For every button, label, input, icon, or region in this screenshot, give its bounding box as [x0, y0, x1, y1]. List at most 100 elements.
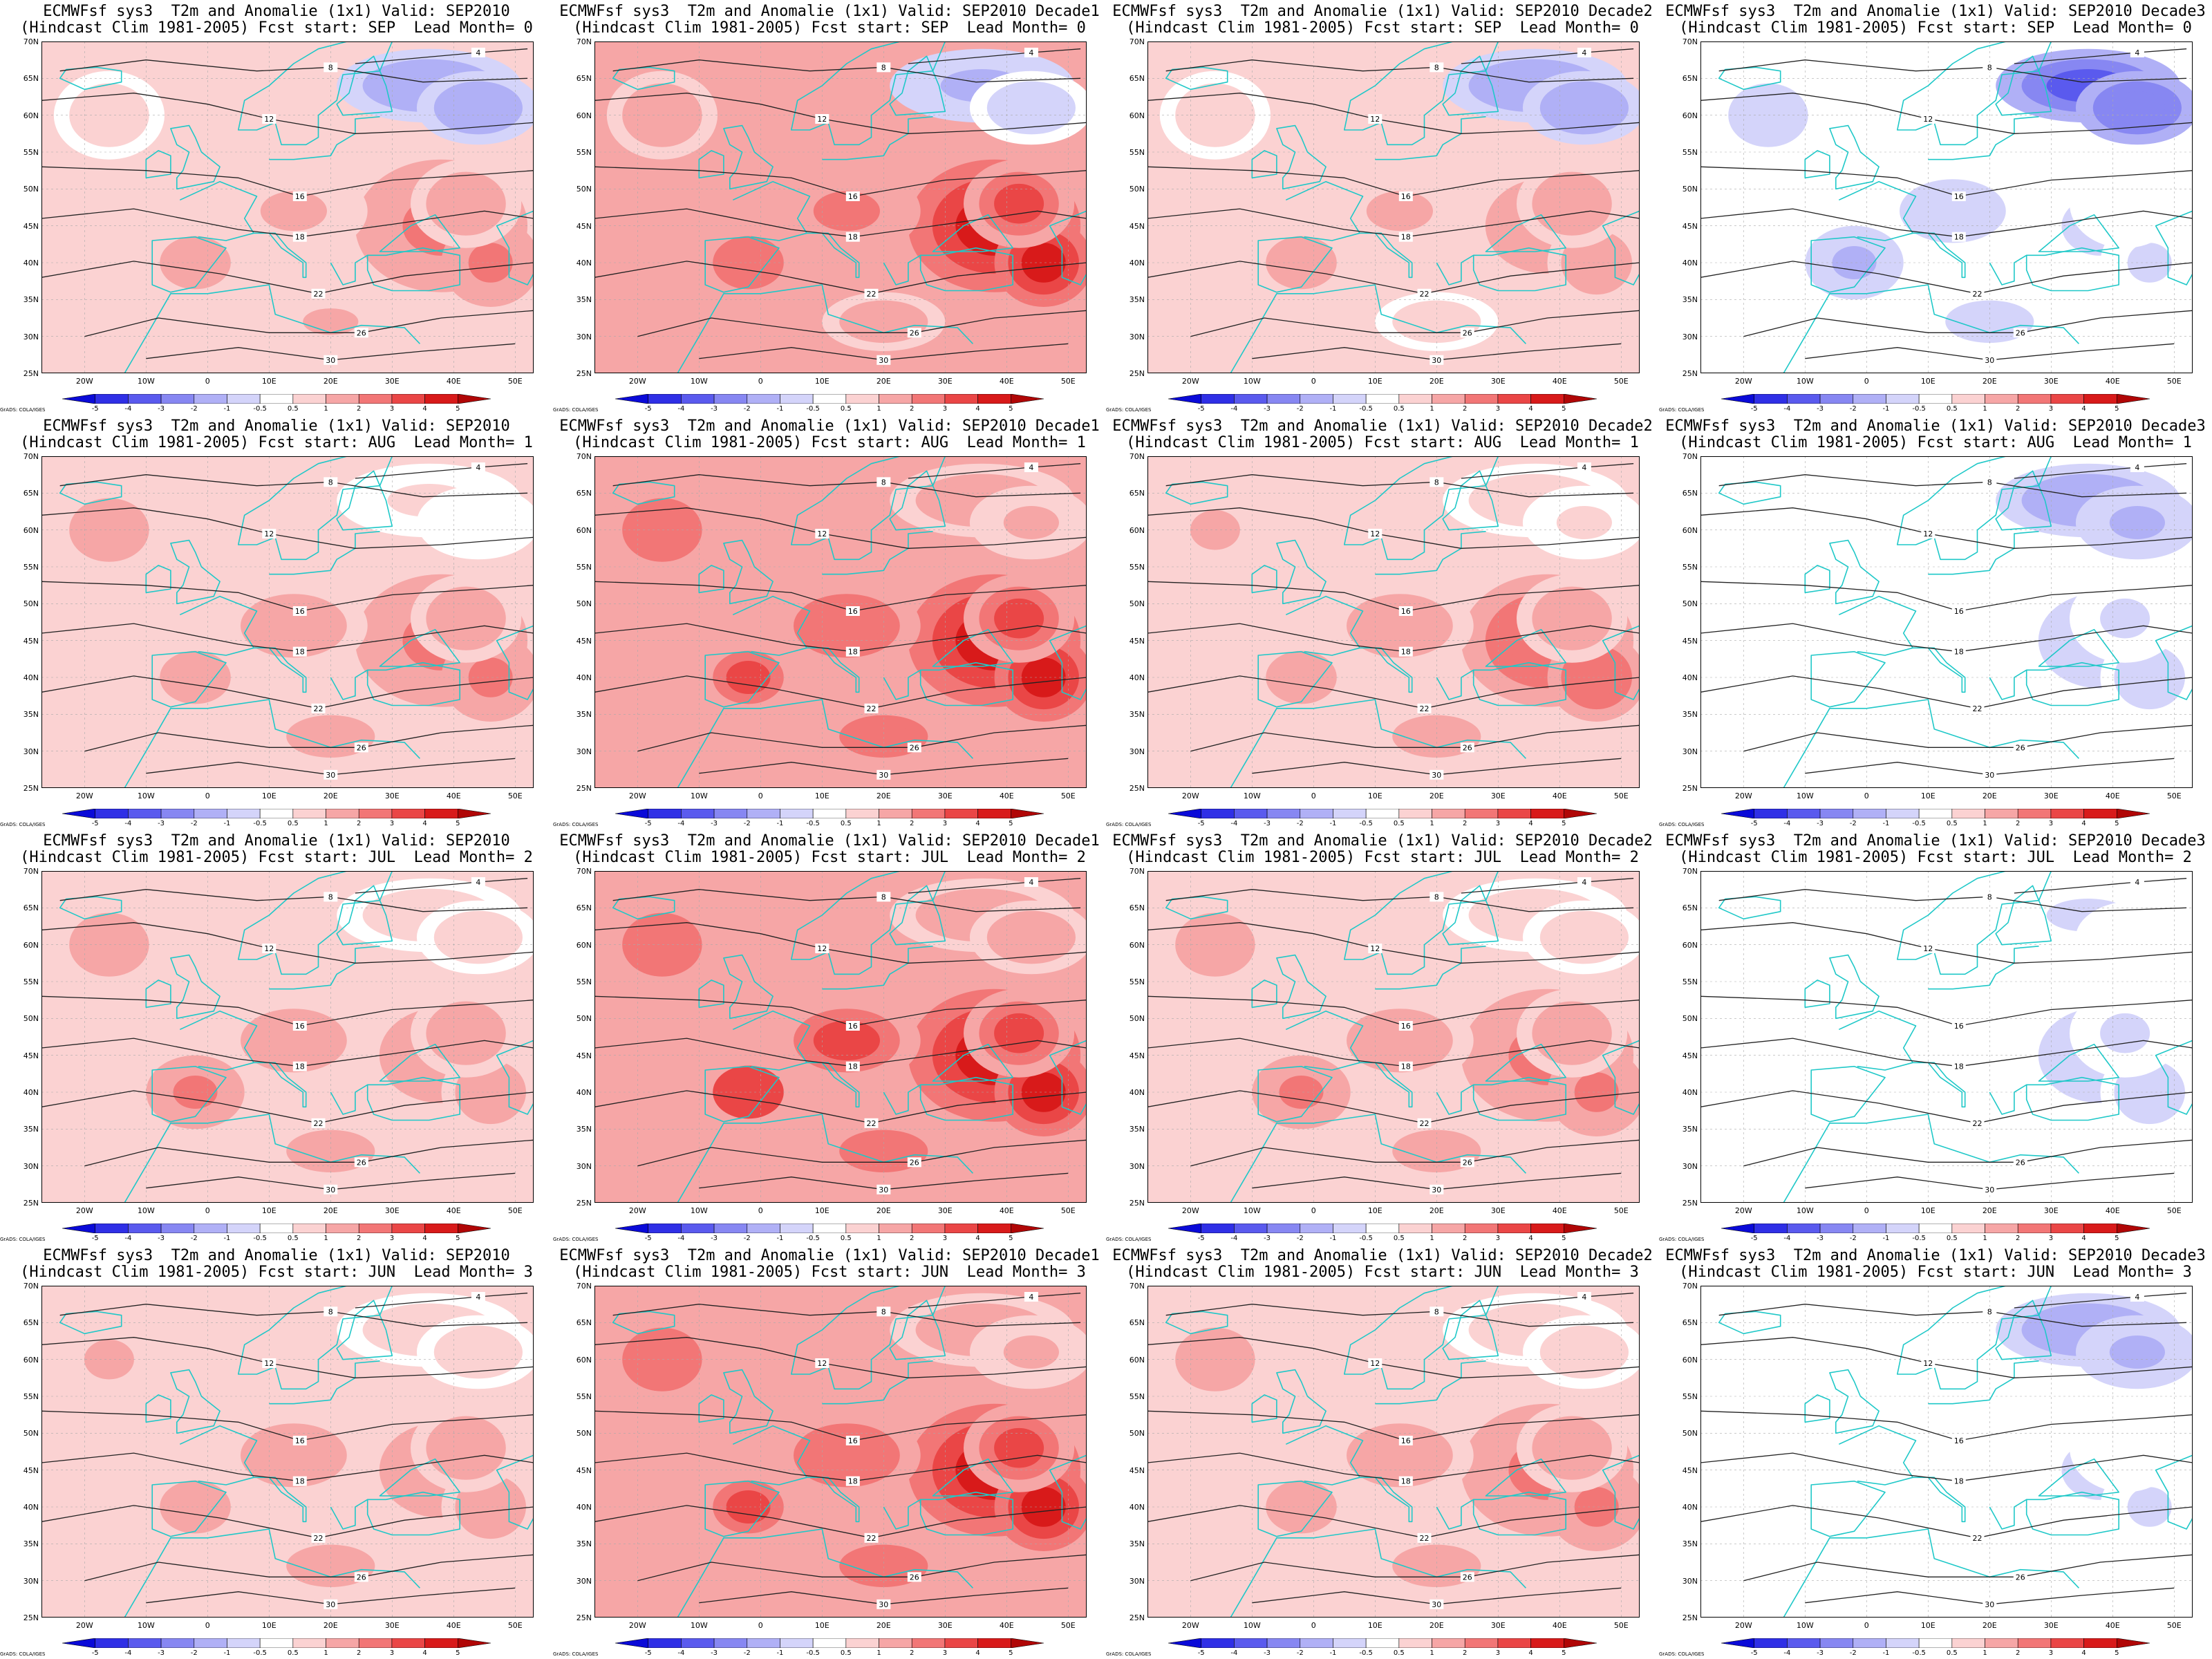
latitude-label: 30N — [1682, 1161, 1698, 1171]
isotherm-label: 4 — [476, 463, 480, 472]
coastline — [822, 116, 933, 160]
anomaly-shading — [173, 1076, 218, 1109]
isotherm-line — [1165, 1304, 1634, 1327]
anomaly-shading — [1190, 1339, 1240, 1380]
isotherm-line — [612, 889, 1081, 912]
longitude-label: 40E — [1552, 791, 1567, 800]
colorbar-swatch — [2083, 1224, 2117, 1233]
isotherm-label-bg — [1417, 703, 1432, 713]
anomaly-shading — [2127, 243, 2172, 283]
coastline — [1989, 1084, 2027, 1115]
latitude-label: 60N — [576, 1355, 592, 1365]
colorbar-swatch — [1201, 394, 1235, 404]
longitude-label: 10E — [261, 1621, 276, 1630]
map-frame — [41, 456, 534, 788]
colorbar-swatch — [879, 809, 912, 818]
coastline — [932, 628, 1013, 667]
colorbar-label: -5 — [91, 820, 99, 827]
isotherm-label-bg — [1398, 1436, 1413, 1445]
colorbar-label: -5 — [91, 1235, 99, 1242]
coastline — [1838, 180, 1917, 241]
isotherm-label: 26 — [2016, 743, 2025, 752]
panel-title-line1: ECMWFsf sys3 T2m and Anomalie (1x1) Vali… — [1112, 1247, 1653, 1264]
isotherm-label: 16 — [848, 607, 858, 616]
latitude-label: 45N — [1682, 1051, 1698, 1060]
anomaly-shading — [468, 243, 513, 283]
coastline — [1783, 284, 2079, 373]
anomaly-shading — [1919, 606, 1986, 646]
latitude-label: 45N — [1129, 636, 1145, 646]
anomaly-shading — [1962, 1138, 2018, 1165]
isotherm-line — [908, 48, 1081, 64]
isotherm-label-bg — [1398, 1476, 1413, 1486]
colorbar-swatch — [1333, 1224, 1367, 1233]
coastline — [1375, 116, 1486, 160]
longitude-label: 20E — [876, 1621, 891, 1630]
isotherm-label: 18 — [848, 233, 858, 242]
forecast-panel: ECMWFsf sys3 T2m and Anomalie (1x1) Vali… — [1659, 415, 2212, 830]
longitude-label: 20E — [1982, 377, 1997, 386]
colorbar-label: 1 — [1983, 820, 1987, 827]
colorbar-label: -1 — [223, 405, 231, 413]
isotherm-label-bg — [845, 1476, 860, 1486]
colorbar-swatch — [292, 1638, 326, 1648]
coastline — [822, 946, 933, 990]
anomaly-shading — [1190, 509, 1240, 550]
grads-credit: GrADS: COLA/IGES — [1106, 1651, 1152, 1657]
latitude-label: 35N — [1682, 295, 1698, 305]
longitude-label: 0 — [1311, 1621, 1316, 1630]
isotherm-label-bg — [845, 232, 860, 242]
coastline — [1285, 1010, 1364, 1071]
isotherm-label-bg — [1430, 769, 1444, 780]
latitude-label: 55N — [1129, 977, 1145, 986]
isotherm-label: 18 — [295, 648, 305, 657]
isotherm-label: 18 — [848, 1062, 858, 1071]
colorbar-label: -0.5 — [1359, 1649, 1373, 1657]
isotherm-label-bg — [1921, 944, 1936, 953]
coastline — [1897, 456, 2052, 561]
latitude-label: 60N — [23, 1355, 39, 1365]
coastline — [1912, 1477, 1966, 1523]
longitude-label: 50E — [2166, 1621, 2182, 1630]
latitude-label: 70N — [1682, 37, 1698, 46]
latitude-label: 30N — [576, 747, 592, 756]
anomaly-shading — [1919, 191, 1986, 232]
isotherm-label: 26 — [1463, 1158, 1472, 1167]
colorbar-label: 0.5 — [1393, 405, 1405, 413]
longitude-label: 20E — [876, 377, 891, 386]
latitude-label: 30N — [1682, 747, 1698, 756]
latitude-label: 35N — [23, 1125, 39, 1134]
colorbar-label: -4 — [1783, 1235, 1791, 1242]
coastline — [1344, 41, 1499, 146]
coastline — [1602, 210, 1640, 285]
longitude-label: 20E — [1429, 1206, 1444, 1215]
coastline — [253, 232, 307, 279]
anomaly-shading — [2127, 1072, 2172, 1112]
latitude-label: 25N — [23, 1199, 39, 1208]
isotherm-label-bg — [354, 328, 368, 338]
isotherm-line — [1461, 878, 1634, 894]
isotherm-label-bg — [2130, 462, 2144, 472]
forecast-panel: ECMWFsf sys3 T2m and Anomalie (1x1) Vali… — [1106, 415, 1659, 830]
isotherm-label: 26 — [357, 1573, 366, 1582]
isotherm-label: 8 — [1434, 1307, 1439, 1316]
longitude-label: 10W — [1796, 377, 1814, 386]
coastline — [1810, 1480, 1886, 1537]
colorbar-swatch — [1853, 1638, 1886, 1648]
coastline — [1276, 124, 1327, 190]
latitude-label: 30N — [23, 747, 39, 756]
longitude-label: 40E — [446, 1621, 461, 1630]
longitude-label: 0 — [1864, 1621, 1869, 1630]
coastline — [1359, 1477, 1413, 1523]
coastline — [1344, 1286, 1499, 1390]
latitude-label: 40N — [1129, 1088, 1145, 1097]
isotherm-label-bg — [1951, 646, 1966, 657]
latitude-label: 25N — [1129, 1613, 1145, 1622]
isotherm-label: 4 — [476, 48, 480, 57]
longitude-label: 40E — [1552, 1621, 1567, 1630]
colorbar-swatch — [812, 1638, 847, 1648]
latitude-label: 45N — [1682, 636, 1698, 646]
longitude-label: 0 — [1311, 791, 1316, 800]
isotherm-label: 12 — [1923, 944, 1933, 953]
colorbar-swatch — [95, 1224, 129, 1233]
